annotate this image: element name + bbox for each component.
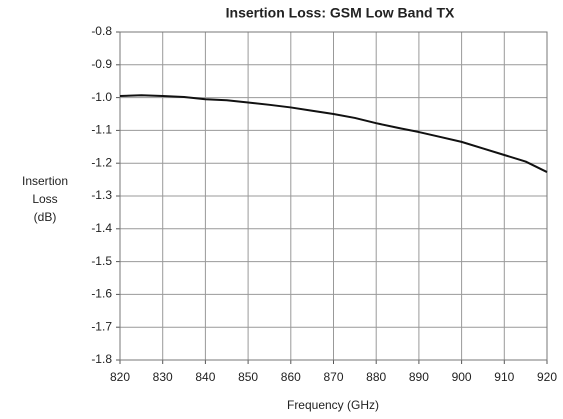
chart-title: Insertion Loss: GSM Low Band TX	[226, 5, 455, 21]
y-tick-label: -1.6	[91, 287, 112, 301]
y-tick-label: -1.7	[91, 319, 112, 333]
y-tick-label: -0.8	[91, 24, 112, 38]
x-tick-label: 860	[281, 370, 301, 384]
y-tick-label: -1.2	[91, 155, 112, 169]
x-tick-label: 900	[452, 370, 472, 384]
y-tick-label: -1.5	[91, 254, 112, 268]
y-tick-label: -1.1	[91, 123, 112, 137]
y-tick-label: -0.9	[91, 57, 112, 71]
x-tick-label: 840	[195, 370, 215, 384]
x-tick-label: 890	[409, 370, 429, 384]
x-tick-label: 910	[494, 370, 514, 384]
y-tick-label: -1.4	[91, 221, 112, 235]
y-axis-label: Insertion	[22, 174, 68, 188]
data-line	[119, 94, 548, 173]
x-tick-label: 850	[238, 370, 258, 384]
y-tick-label: -1.0	[91, 90, 112, 104]
x-tick-label: 920	[537, 370, 557, 384]
y-axis-label: Loss	[32, 192, 57, 206]
x-tick-label: 880	[366, 370, 386, 384]
x-tick-label: 830	[153, 370, 173, 384]
y-tick-label: -1.3	[91, 188, 112, 202]
y-tick-label: -1.8	[91, 352, 112, 366]
x-tick-label: 870	[323, 370, 343, 384]
x-tick-label: 820	[110, 370, 130, 384]
y-axis-label: (dB)	[34, 210, 57, 224]
plot-border	[119, 31, 548, 361]
x-axis-label: Frequency (GHz)	[287, 398, 379, 412]
